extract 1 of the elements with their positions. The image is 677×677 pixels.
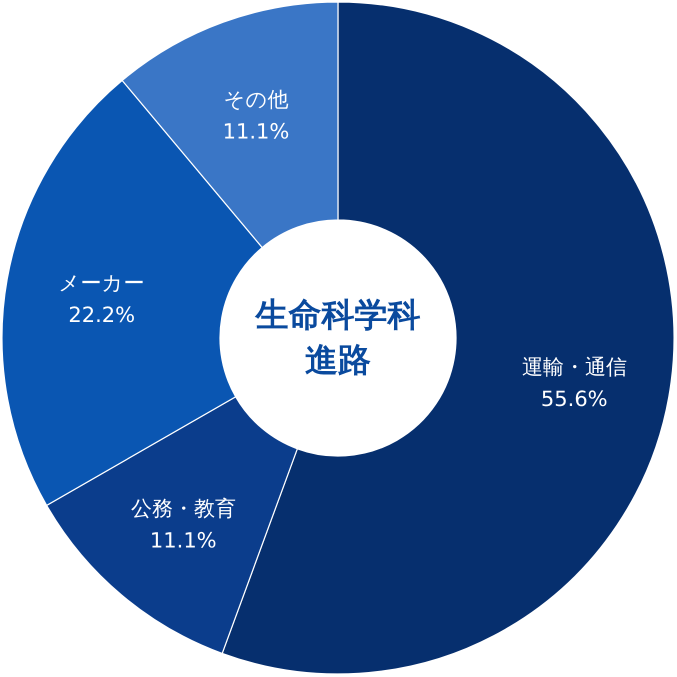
title: 生命科学科進路 <box>254 294 422 381</box>
